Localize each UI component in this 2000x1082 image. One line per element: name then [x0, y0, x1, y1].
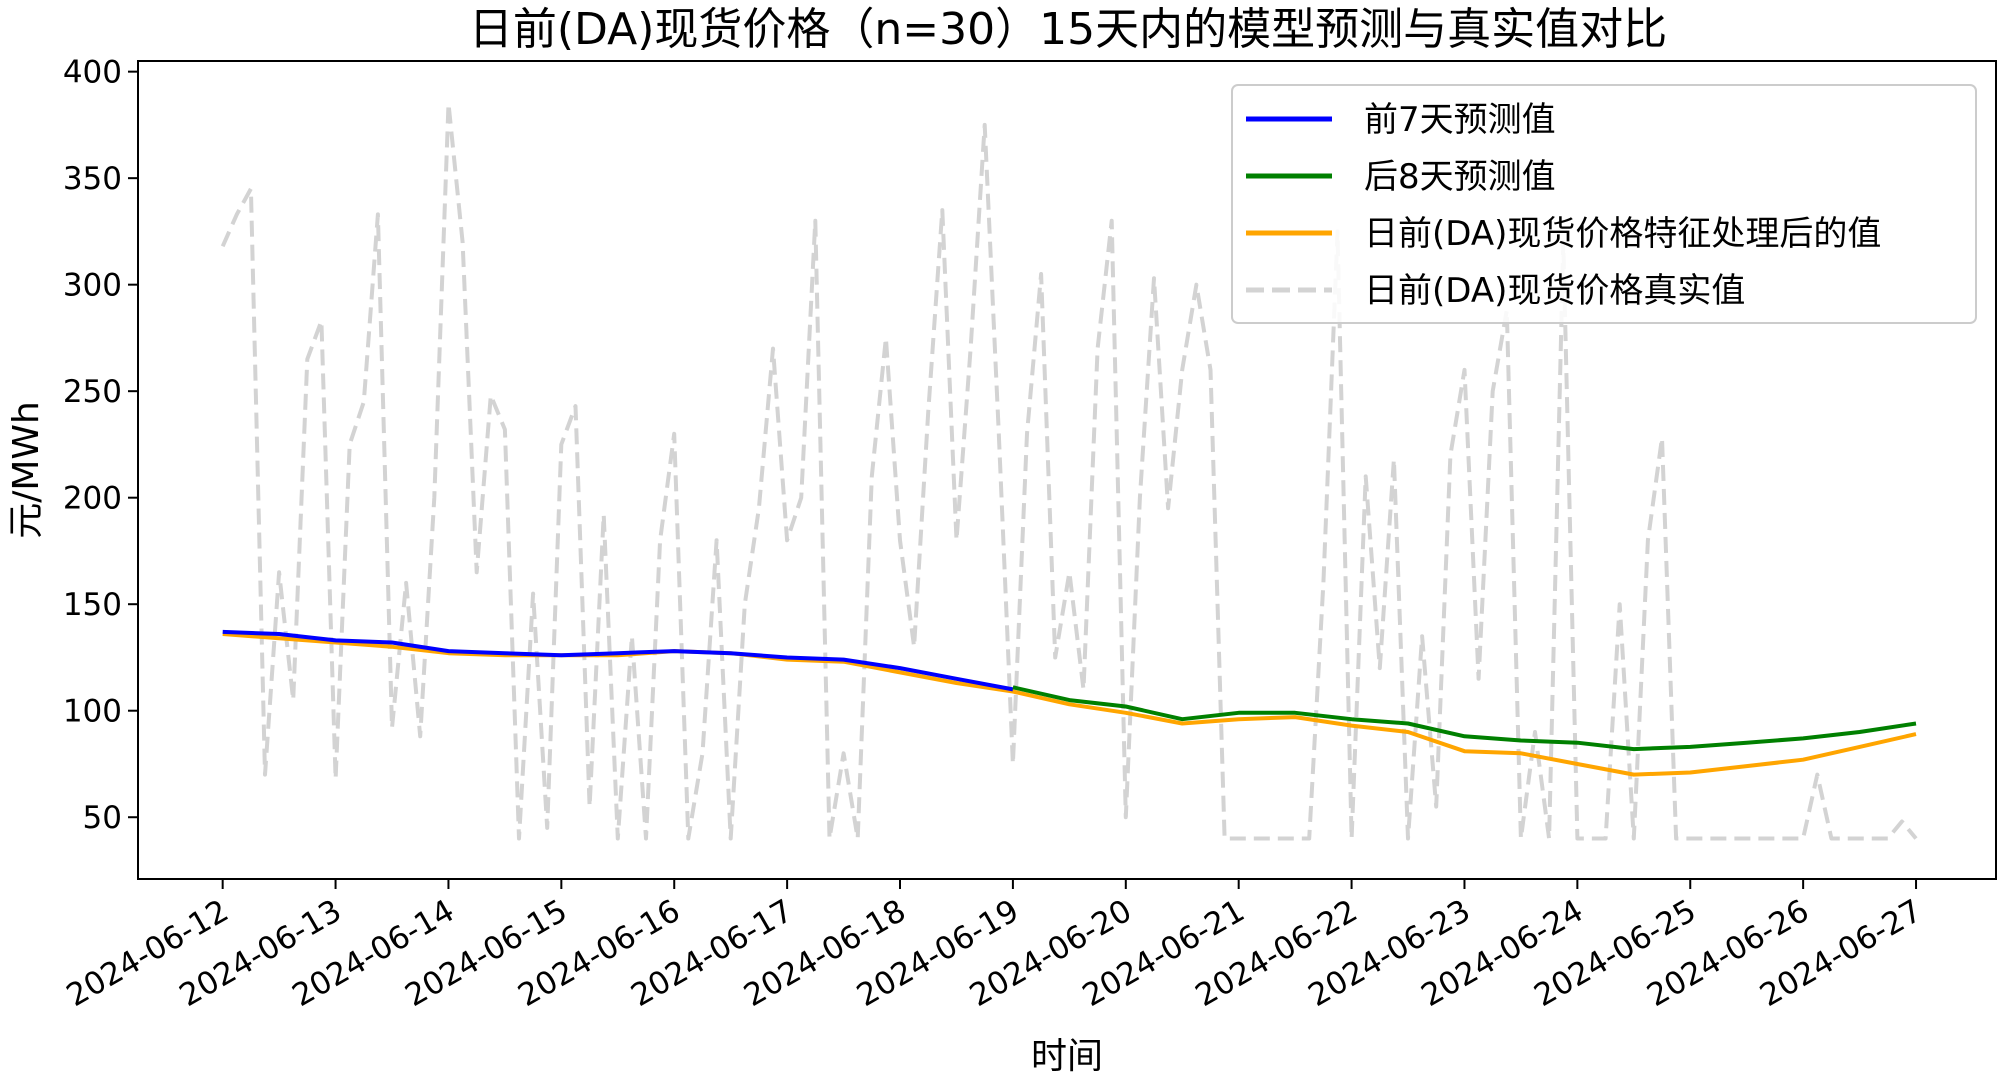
x-axis: 2024-06-122024-06-132024-06-142024-06-15…	[61, 879, 1928, 1014]
y-tick-label: 50	[83, 800, 122, 836]
y-axis: 50 100 150 200 250 300 350 400	[63, 55, 138, 836]
plot-frame	[137, 60, 1997, 880]
y-tick-label: 350	[63, 161, 122, 197]
y-tick-label: 250	[63, 374, 122, 410]
legend: 前7天预测值后8天预测值日前(DA)现货价格特征处理后的值日前(DA)现货价格真…	[1231, 84, 1977, 324]
legend-label-2: 日前(DA)现货价格特征处理后的值	[1364, 214, 1881, 254]
y-tick-label: 150	[63, 587, 122, 623]
series-line-0	[222, 629, 1014, 692]
y-tick-label: 200	[63, 481, 122, 517]
x-axis-label: 时间	[1031, 1036, 1103, 1077]
legend-box	[1231, 84, 1977, 324]
series-line-2	[222, 632, 1917, 777]
y-axis-label: 元/MWh	[6, 401, 47, 539]
series-line-1	[1012, 685, 1917, 752]
legend-label-0: 前7天预测值	[1364, 100, 1556, 140]
chart-title: 日前(DA)现货价格（n=30）15天内的模型预测与真实值对比	[469, 4, 1667, 55]
legend-label-1: 后8天预测值	[1364, 157, 1556, 197]
y-tick-label: 400	[63, 55, 122, 91]
y-tick-label: 100	[63, 694, 122, 730]
legend-label-3: 日前(DA)现货价格真实值	[1364, 271, 1745, 311]
y-tick-label: 300	[63, 268, 122, 304]
